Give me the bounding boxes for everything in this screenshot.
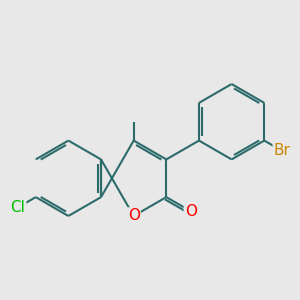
Text: O: O xyxy=(128,208,140,224)
Text: Br: Br xyxy=(274,143,291,158)
Text: O: O xyxy=(185,204,197,219)
Text: Cl: Cl xyxy=(10,200,25,215)
